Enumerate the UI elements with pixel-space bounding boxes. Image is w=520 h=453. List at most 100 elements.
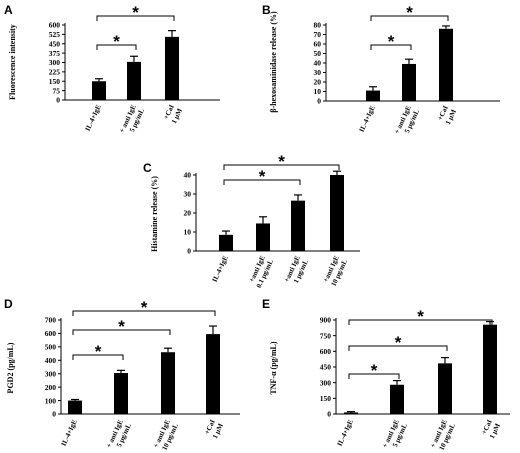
- panel-e-ytick-label: 600: [320, 347, 332, 356]
- panel-d-ytick-label: 300: [45, 369, 57, 378]
- panel-e-bar: [390, 384, 404, 414]
- panel-b-bracket: [370, 44, 412, 50]
- panel-a-bar: [165, 36, 179, 100]
- panel-d-letter: D: [4, 297, 13, 311]
- panel-d: D 0 100 200 300 400 500 600 700 PGD2 (pg/mL) IL-4+…: [4, 297, 240, 453]
- panel-d-significance-star: *: [141, 298, 148, 317]
- panel-b-ylabel: β-hexosaminidase release (%): [269, 11, 278, 113]
- panel-e-category-line: IL-4+IgE: [336, 418, 355, 447]
- panel-a-category-label: +CaI1 μM: [162, 103, 184, 125]
- panel-a-bracket: [96, 44, 137, 50]
- panel-c-category-label: IL-4+IgE: [211, 254, 230, 283]
- panel-d-ytick-label: 700: [45, 316, 57, 325]
- panel-c-ylabel: Histamine release (%): [150, 176, 159, 252]
- panel-e-bracket: [348, 373, 400, 379]
- panel-e-category-label: IL-4+IgE: [336, 418, 355, 447]
- panel-a-category-label: + anti IgE5 μg/mL: [118, 103, 146, 138]
- panel-a-ytick-label: 525: [49, 30, 61, 39]
- panel-b-category-label: + anti IgE5 μg/mL: [393, 104, 421, 139]
- panel-d-ytick-label: 200: [45, 383, 57, 392]
- panel-b-ytick-label: 80: [314, 21, 322, 30]
- panel-a-ytick-label: 600: [49, 21, 61, 30]
- panel-c-ytick-label: 10: [184, 228, 192, 237]
- panel-a-significance-star: *: [113, 32, 120, 51]
- panel-a-ytick-label: 225: [49, 68, 61, 77]
- panel-d-significance-star: *: [95, 342, 102, 361]
- panel-e-bracket: [348, 345, 448, 351]
- panel-e-bracket: [348, 319, 493, 325]
- panel-e-significance-star: *: [417, 307, 424, 326]
- panel-e-ytick-label: 0: [327, 410, 331, 419]
- panel-c-ytick-label: 20: [184, 209, 192, 218]
- panel-c-ytick-label: 0: [187, 247, 191, 256]
- panel-e-ytick-label: 750: [320, 331, 332, 340]
- panel-b-bar: [402, 63, 416, 101]
- panel-d-category-line: IL-4+IgE: [60, 418, 79, 447]
- panel-d-ytick-label: 400: [45, 356, 57, 365]
- panel-a-ytick-label: 300: [49, 58, 61, 67]
- panel-e-ylabel: TNF-α (pg/mL): [269, 341, 278, 394]
- panel-d-significance-star: *: [118, 317, 125, 336]
- panel-d-bar: [161, 352, 175, 414]
- panel-d-bracket: [72, 310, 216, 316]
- panel-d-category-label: +CaI1 μM: [203, 418, 225, 440]
- panel-c-category-label: +anti IgE10 μg/mL: [321, 254, 349, 287]
- panel-c-bar: [291, 200, 305, 251]
- panel-e-bar: [344, 412, 358, 414]
- panel-e-bar: [438, 363, 452, 414]
- panel-e-significance-star: *: [371, 361, 378, 380]
- panel-c-bracket: [223, 164, 340, 170]
- panel-c-category-label: +anti IgE1 μg/mL: [283, 254, 311, 287]
- panel-d-ytick-label: 500: [45, 343, 57, 352]
- panel-e: E 0 150 300 450 600 750 900 TNF-α (pg/mL) IL-4+Ig…: [262, 297, 510, 452]
- panel-e-category-label: +CaI1 μM: [480, 418, 502, 440]
- panel-d-category-label: + anti IgE5 μg/mL: [105, 418, 133, 453]
- panel-b-bar: [366, 90, 380, 101]
- panel-e-ytick-label: 450: [320, 363, 332, 372]
- panel-c-category-line: IL-4+IgE: [211, 254, 230, 283]
- panel-b-ytick-label: 70: [314, 30, 322, 39]
- panel-d-bar: [114, 373, 128, 414]
- panel-c-bar: [219, 234, 233, 251]
- panel-a-ytick-label: 150: [49, 77, 61, 86]
- panel-a-bar: [92, 81, 106, 100]
- panel-c-category-label: +anti IgE0.1 μg/mL: [247, 254, 275, 289]
- panel-d-bar: [206, 334, 220, 414]
- panel-b-category-label: +CaI1 μM: [436, 104, 458, 126]
- panel-e-ytick-label: 300: [320, 378, 332, 387]
- panel-a-bracket: [96, 15, 175, 21]
- panel-b-significance-star: *: [406, 3, 413, 22]
- panel-a-bar: [127, 61, 141, 100]
- panel-c-ytick-label: 30: [184, 190, 192, 199]
- panel-e-letter: E: [262, 297, 270, 311]
- panel-e-ytick-label: 150: [320, 394, 332, 403]
- panel-b-significance-star: *: [388, 32, 395, 51]
- panel-a-ylabel: Fluorescence intensity: [8, 24, 17, 100]
- panel-c-bar: [330, 175, 344, 251]
- panel-a-category-line: IL-4+IgE: [84, 103, 103, 132]
- panel-a-ytick-label: 450: [49, 39, 61, 48]
- panel-c-significance-star: *: [278, 152, 285, 171]
- panel-d-category-label: + anti IgE10 μg/mL: [152, 418, 180, 453]
- panel-b-ytick-label: 0: [317, 97, 321, 106]
- panel-b-category-line: IL-4+IgE: [358, 104, 377, 133]
- panel-b-ytick-label: 20: [314, 78, 322, 87]
- panel-a-ytick-label: 75: [53, 86, 61, 95]
- panel-a-ytick-label: 0: [56, 96, 60, 105]
- panel-c-ytick-label: 40: [184, 171, 192, 180]
- panel-e-bar: [483, 324, 497, 414]
- panel-d-bracket: [72, 354, 124, 360]
- panel-b-bar: [439, 28, 453, 101]
- panel-d-ytick-label: 0: [52, 410, 56, 419]
- panel-b-ytick-label: 30: [314, 68, 322, 77]
- panel-e-ytick-label: 900: [320, 316, 332, 325]
- panel-d-ylabel: PGD2 (pg/mL): [6, 342, 15, 393]
- panel-b-ytick-label: 60: [314, 40, 322, 49]
- panel-d-ytick-label: 600: [45, 329, 57, 338]
- panel-b-ytick-label: 40: [314, 59, 322, 68]
- panel-a-letter: A: [4, 3, 13, 17]
- panel-a-ytick-label: 375: [49, 49, 61, 58]
